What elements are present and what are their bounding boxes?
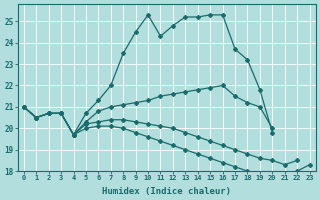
X-axis label: Humidex (Indice chaleur): Humidex (Indice chaleur) [102,187,231,196]
